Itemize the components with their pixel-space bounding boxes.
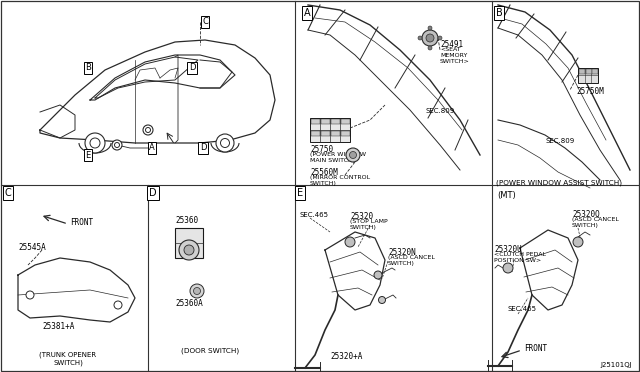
Circle shape [179, 240, 199, 260]
Text: (ASCD CANCEL: (ASCD CANCEL [388, 255, 435, 260]
Text: (DOOR SWITCH): (DOOR SWITCH) [181, 348, 239, 355]
Text: D: D [189, 64, 195, 73]
Circle shape [428, 46, 432, 50]
Circle shape [503, 263, 513, 273]
Circle shape [426, 34, 434, 42]
Circle shape [346, 148, 360, 162]
Circle shape [349, 151, 356, 158]
Text: A: A [304, 8, 310, 18]
Circle shape [573, 237, 583, 247]
Bar [311, 131, 320, 136]
Circle shape [216, 134, 234, 152]
Text: 25360A: 25360A [175, 299, 203, 308]
Circle shape [90, 138, 100, 148]
Bar [310, 118, 350, 142]
Text: 25320N: 25320N [388, 248, 416, 257]
Text: SWITCH>: SWITCH> [440, 59, 470, 64]
Text: SWITCH): SWITCH) [310, 181, 337, 186]
Text: FRONT: FRONT [70, 218, 93, 227]
Text: A: A [149, 144, 155, 153]
Circle shape [438, 36, 442, 40]
Text: D: D [149, 188, 157, 198]
Bar [175, 228, 203, 258]
Bar [578, 68, 598, 83]
Text: (MIRROR CONTROL: (MIRROR CONTROL [310, 175, 370, 180]
Text: B: B [85, 64, 91, 73]
Text: 25360: 25360 [175, 216, 198, 225]
Text: SEC.809: SEC.809 [425, 108, 454, 114]
Circle shape [114, 301, 122, 309]
Circle shape [85, 133, 105, 153]
Bar [331, 131, 340, 136]
Circle shape [422, 30, 438, 46]
Circle shape [143, 125, 153, 135]
Text: 25320: 25320 [350, 212, 373, 221]
Bar [592, 69, 598, 74]
Circle shape [378, 296, 385, 304]
Text: SEC.465: SEC.465 [300, 212, 329, 218]
Text: MEMORY: MEMORY [440, 53, 467, 58]
Circle shape [221, 138, 230, 148]
Text: 25560M: 25560M [310, 168, 338, 177]
Text: SWITCH): SWITCH) [350, 225, 377, 230]
Text: (ASCD CANCEL: (ASCD CANCEL [572, 217, 619, 222]
Circle shape [374, 271, 382, 279]
Text: (POWER WINDOW: (POWER WINDOW [310, 152, 366, 157]
Circle shape [115, 142, 120, 148]
Text: SEC.809: SEC.809 [545, 138, 574, 144]
Circle shape [184, 245, 194, 255]
Text: (STOP LAMP: (STOP LAMP [350, 219, 388, 224]
Bar [331, 119, 340, 124]
Bar [341, 119, 350, 124]
Text: E: E [85, 151, 91, 160]
Text: SWITCH): SWITCH) [53, 359, 83, 366]
Text: <SEAT: <SEAT [440, 47, 461, 52]
Text: 25320+A: 25320+A [330, 352, 362, 361]
Text: C: C [4, 188, 12, 198]
Text: 25381+A: 25381+A [42, 322, 74, 331]
Text: C: C [202, 17, 208, 26]
Text: B: B [495, 8, 502, 18]
Bar [321, 119, 330, 124]
Circle shape [193, 288, 200, 295]
Text: 25320U: 25320U [494, 245, 522, 254]
Bar [311, 119, 320, 124]
Bar [586, 69, 591, 74]
Text: SWITCH): SWITCH) [572, 223, 599, 228]
Bar [341, 131, 350, 136]
Bar [321, 131, 330, 136]
Text: (MT): (MT) [497, 191, 516, 200]
Text: MAIN SWITCH): MAIN SWITCH) [310, 158, 355, 163]
Text: 25491: 25491 [440, 40, 463, 49]
Text: <CLUTCH PEDAL: <CLUTCH PEDAL [494, 252, 546, 257]
Text: FRONT: FRONT [524, 344, 547, 353]
Text: D: D [200, 144, 206, 153]
Text: SEC.465: SEC.465 [508, 306, 537, 312]
Circle shape [418, 36, 422, 40]
Circle shape [112, 140, 122, 150]
Text: 25750M: 25750M [576, 87, 604, 96]
Text: E: E [297, 188, 303, 198]
Circle shape [145, 128, 150, 132]
Bar [579, 69, 585, 74]
Text: J25101QJ: J25101QJ [600, 362, 632, 368]
Circle shape [345, 237, 355, 247]
Text: 25320Q: 25320Q [572, 210, 600, 219]
Text: POSITION SW>: POSITION SW> [494, 258, 541, 263]
Circle shape [26, 291, 34, 299]
Circle shape [428, 26, 432, 30]
Text: (TRUNK OPENER: (TRUNK OPENER [40, 352, 97, 359]
Circle shape [190, 284, 204, 298]
Text: (POWER WINDOW ASSIST SWITCH): (POWER WINDOW ASSIST SWITCH) [496, 179, 622, 186]
Text: 25545A: 25545A [18, 243, 45, 252]
Text: SWITCH): SWITCH) [388, 261, 415, 266]
Text: 25750: 25750 [310, 145, 333, 154]
